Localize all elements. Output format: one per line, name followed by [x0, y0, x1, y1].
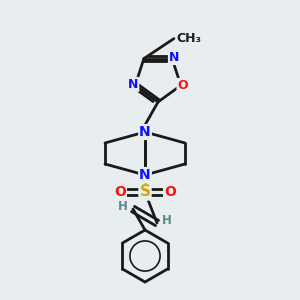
Text: N: N — [139, 125, 151, 139]
Text: H: H — [162, 214, 172, 226]
Text: N: N — [169, 51, 179, 64]
Text: N: N — [128, 78, 138, 91]
Text: O: O — [164, 185, 176, 199]
Text: CH₃: CH₃ — [176, 32, 201, 45]
Text: H: H — [118, 200, 128, 212]
Text: N: N — [139, 168, 151, 182]
Text: S: S — [140, 184, 151, 200]
Text: O: O — [114, 185, 126, 199]
Text: O: O — [178, 79, 188, 92]
